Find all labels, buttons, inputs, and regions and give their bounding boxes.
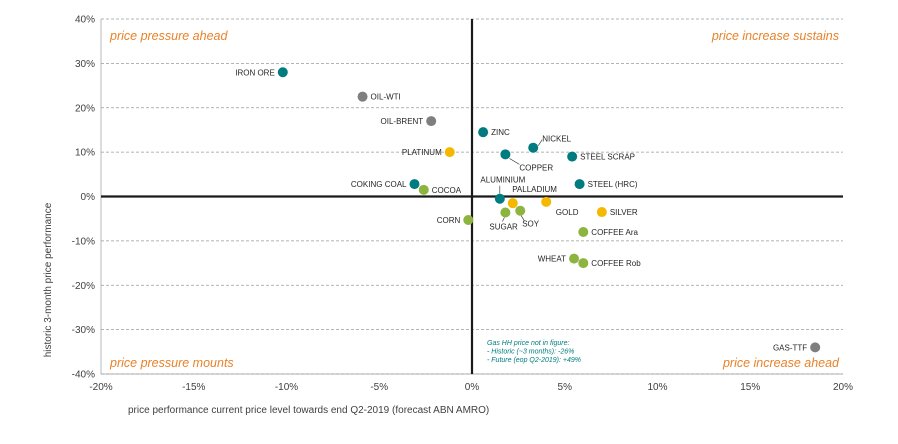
leader-line [502, 217, 505, 222]
quadrant-label-top-left: price pressure ahead [109, 29, 228, 43]
x-tick-label: 20% [833, 382, 853, 393]
data-point [596, 207, 607, 218]
data-point [409, 179, 420, 190]
quadrant-label-bottom-left: price pressure mounts [109, 356, 234, 370]
data-point [810, 342, 821, 353]
note-line: - Historic (~3 months): -26% [487, 349, 574, 356]
y-tick-label: 30% [75, 59, 95, 70]
y-tick-label: -40% [72, 370, 95, 381]
data-point-label: NICKEL [542, 135, 571, 144]
y-tick-label: 0% [81, 192, 96, 203]
y-axis-label: historic 3-month price performance [43, 202, 54, 357]
gas-note: Gas HH price not in figure: - Historic (~… [487, 340, 581, 364]
x-axis-label: price performance current price level to… [128, 405, 489, 416]
data-point [463, 215, 474, 226]
data-point-label: COFFEE Ara [591, 228, 638, 237]
data-point-label: COPPER [519, 163, 553, 172]
data-point [494, 193, 505, 204]
data-point [569, 253, 580, 264]
x-tick-label: 0% [465, 382, 480, 393]
quadrant-labels: price pressure ahead price increase susta… [109, 29, 840, 370]
data-point [515, 205, 526, 216]
data-point-label: COCOA [432, 186, 462, 195]
y-tick-label: -20% [72, 281, 95, 292]
data-point [507, 198, 518, 209]
data-point-label: IRON ORE [235, 68, 275, 77]
data-point-label: PLATINUM [402, 148, 442, 157]
note-line: - Future (eop Q2-2019): +49% [487, 357, 581, 364]
data-point-label: ALUMINIUM [480, 176, 525, 185]
x-tick-label: -10% [275, 382, 298, 393]
x-tick-label: 10% [647, 382, 667, 393]
data-point [574, 179, 585, 190]
data-point [357, 91, 368, 102]
quadrant-label-top-right: price increase sustains [711, 29, 839, 43]
data-point [500, 149, 511, 160]
y-tick-label: 40% [75, 15, 95, 26]
x-tick-label: 15% [740, 382, 760, 393]
data-point-label: CORN [437, 216, 461, 225]
data-point [541, 196, 552, 207]
data-point [578, 227, 589, 237]
data-point [567, 151, 578, 162]
y-tick-label: 20% [75, 103, 95, 114]
data-point-label: STEEL SCRAP [580, 153, 635, 162]
data-point [426, 116, 437, 127]
data-point [277, 67, 288, 78]
data-point-label: ZINC [491, 128, 510, 137]
y-tick-label: -30% [72, 325, 95, 336]
y-tick-label: 10% [75, 148, 95, 159]
quadrant-label-bottom-right: price increase ahead [722, 356, 840, 370]
data-point [418, 184, 429, 195]
data-point-label: WHEAT [538, 255, 566, 264]
data-point-label: PALLADIUM [512, 185, 557, 194]
data-point-label: COKING COAL [351, 180, 407, 189]
tick-labels: -40% -30% -20% -10% 0% 10% 20% 30% 40% -20% -15% -1… [72, 15, 853, 394]
leader-line [537, 139, 543, 146]
data-point [578, 258, 589, 269]
data-points: IRON ORE OIL-WTI OIL-BRENT PLATINUM ZINC NICK… [235, 67, 821, 353]
data-point-label: GOLD [556, 208, 579, 217]
axes [101, 19, 843, 374]
data-point-label: GAS-TTF [773, 343, 807, 352]
data-point-label: STEEL (HRC) [588, 180, 638, 189]
x-tick-label: -5% [370, 382, 388, 393]
data-point-label: COFFEE Rob [591, 259, 641, 268]
x-tick-label: -15% [182, 382, 205, 393]
data-point-label: SOY [522, 220, 540, 229]
leader-line [509, 158, 520, 165]
data-point-label: OIL-BRENT [381, 117, 424, 126]
data-point [478, 127, 489, 138]
leader-line [520, 215, 525, 221]
note-line: Gas HH price not in figure: [487, 340, 570, 347]
data-point [500, 207, 511, 218]
data-point-label: OIL-WTI [371, 93, 401, 102]
data-point [444, 147, 455, 158]
x-tick-label: 5% [558, 382, 573, 393]
y-tick-label: -10% [72, 236, 95, 247]
x-tick-label: -20% [89, 382, 112, 393]
data-point-label: SILVER [610, 208, 638, 217]
data-point-label: SUGAR [489, 222, 518, 231]
data-point [528, 142, 539, 153]
